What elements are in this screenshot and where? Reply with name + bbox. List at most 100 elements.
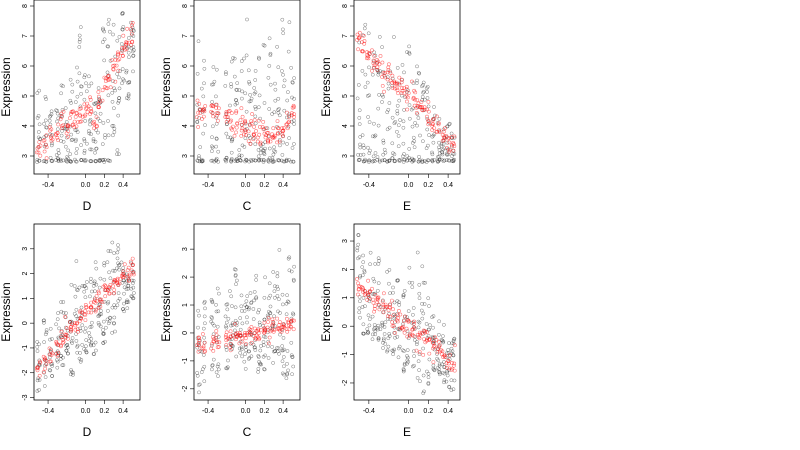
data-point xyxy=(214,67,219,72)
data-point xyxy=(426,327,431,332)
fitted-point xyxy=(375,58,379,62)
fitted-point xyxy=(84,305,89,310)
data-point xyxy=(421,90,425,95)
y-tick-label: 3 xyxy=(22,154,29,158)
data-point xyxy=(358,315,362,320)
fitted-point xyxy=(94,294,99,299)
data-point xyxy=(417,320,422,325)
data-point xyxy=(435,352,439,356)
data-point xyxy=(292,142,296,146)
data-point xyxy=(281,302,285,307)
data-point xyxy=(253,104,258,109)
data-point xyxy=(56,148,61,152)
fitted-point xyxy=(396,316,401,321)
fitted-point xyxy=(275,119,280,124)
fitted-point xyxy=(276,131,281,136)
fitted-point xyxy=(211,104,216,109)
fitted-point xyxy=(446,359,451,364)
fitted-point xyxy=(232,133,237,138)
data-point xyxy=(284,157,289,162)
data-point xyxy=(273,98,278,103)
data-point xyxy=(244,299,249,304)
data-point xyxy=(277,107,281,111)
data-point xyxy=(83,329,87,334)
data-point xyxy=(70,82,75,87)
data-point xyxy=(285,293,289,298)
fitted-point xyxy=(88,106,93,111)
data-point xyxy=(420,264,425,269)
fitted-point xyxy=(89,310,94,315)
data-point xyxy=(117,263,121,268)
data-point xyxy=(387,101,392,105)
data-point xyxy=(56,151,61,156)
data-point xyxy=(427,133,431,137)
data-point xyxy=(102,263,107,268)
fitted-point xyxy=(63,332,68,337)
data-point xyxy=(425,127,430,132)
data-point xyxy=(246,357,251,361)
data-point xyxy=(111,79,115,84)
fitted-point xyxy=(452,361,457,366)
fitted-point xyxy=(201,108,206,113)
data-point xyxy=(368,262,372,267)
fitted-point xyxy=(61,339,66,344)
data-point xyxy=(395,299,400,303)
data-point xyxy=(100,40,105,44)
data-point xyxy=(275,158,280,162)
fitted-point xyxy=(78,316,83,320)
fitted-point xyxy=(365,298,370,302)
fitted-point xyxy=(398,312,403,317)
data-point xyxy=(129,33,134,38)
fitted-point xyxy=(250,112,255,116)
y-tick-label: 2 xyxy=(182,275,189,279)
y-tick-label: 3 xyxy=(182,247,189,251)
y-tick-label: 1 xyxy=(342,296,349,300)
data-point xyxy=(367,93,372,98)
fitted-point xyxy=(405,107,410,112)
x-axis-title: E xyxy=(403,425,411,439)
plot-frame xyxy=(193,223,301,401)
data-point xyxy=(44,328,49,332)
data-point xyxy=(224,72,228,76)
data-point xyxy=(77,71,82,76)
data-point xyxy=(75,350,80,355)
fitted-point xyxy=(63,336,68,340)
data-point xyxy=(377,35,382,39)
fitted-point xyxy=(450,360,454,365)
fitted-point xyxy=(203,104,208,108)
data-point xyxy=(280,292,285,297)
fitted-point xyxy=(55,131,60,136)
fitted-point xyxy=(41,370,46,374)
data-point xyxy=(92,101,96,106)
fitted-point xyxy=(427,351,432,356)
data-point xyxy=(106,133,111,138)
data-point xyxy=(285,115,289,120)
fitted-point xyxy=(199,346,204,351)
fitted-point xyxy=(277,139,282,144)
data-point xyxy=(197,390,201,395)
data-point xyxy=(262,367,267,372)
data-point xyxy=(54,153,59,157)
data-point xyxy=(396,346,401,351)
fitted-point xyxy=(194,115,199,120)
data-point xyxy=(367,160,371,164)
data-point xyxy=(375,155,380,159)
data-point xyxy=(257,307,261,312)
data-point xyxy=(82,148,87,153)
data-point xyxy=(254,273,259,278)
data-point xyxy=(82,97,87,102)
data-point xyxy=(229,150,234,155)
data-point xyxy=(380,45,384,49)
data-point xyxy=(75,79,80,84)
data-point xyxy=(422,97,427,102)
x-tick-label: 0.4 xyxy=(278,408,288,415)
fitted-point xyxy=(412,321,416,326)
fitted-point xyxy=(86,310,91,315)
data-point xyxy=(77,45,82,49)
data-point xyxy=(437,117,442,121)
fitted-point xyxy=(49,127,54,132)
fitted-point xyxy=(85,101,90,106)
data-point xyxy=(73,294,78,299)
data-point xyxy=(282,108,287,113)
data-point xyxy=(230,304,234,308)
